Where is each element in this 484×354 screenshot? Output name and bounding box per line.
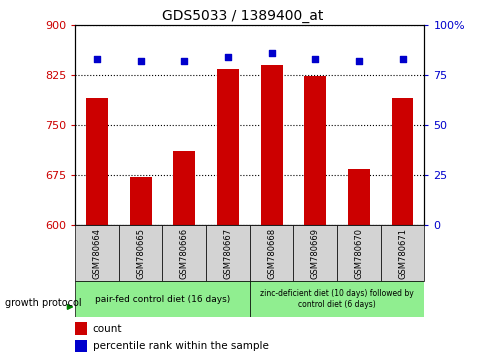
Bar bbox=[173, 152, 195, 225]
Text: GSM780666: GSM780666 bbox=[180, 228, 188, 279]
FancyBboxPatch shape bbox=[336, 225, 380, 281]
Text: pair-fed control diet (16 days): pair-fed control diet (16 days) bbox=[95, 295, 229, 304]
Bar bbox=[303, 76, 325, 225]
Bar bbox=[86, 98, 107, 225]
Point bbox=[93, 56, 101, 62]
Text: GSM780665: GSM780665 bbox=[136, 228, 145, 279]
Bar bbox=[260, 65, 282, 225]
Bar bbox=[75, 322, 87, 335]
Text: GSM780668: GSM780668 bbox=[267, 228, 275, 279]
Point bbox=[267, 50, 275, 56]
FancyBboxPatch shape bbox=[380, 225, 424, 281]
Text: GSM780664: GSM780664 bbox=[92, 228, 101, 279]
FancyBboxPatch shape bbox=[75, 225, 119, 281]
FancyBboxPatch shape bbox=[75, 281, 249, 317]
Point bbox=[354, 58, 362, 64]
Text: GSM780671: GSM780671 bbox=[397, 228, 406, 279]
Point bbox=[136, 58, 144, 64]
Bar bbox=[216, 69, 238, 225]
Point bbox=[311, 56, 318, 62]
Text: count: count bbox=[92, 324, 122, 333]
Point bbox=[398, 56, 406, 62]
FancyBboxPatch shape bbox=[162, 225, 206, 281]
Text: GSM780667: GSM780667 bbox=[223, 228, 232, 279]
FancyBboxPatch shape bbox=[119, 225, 162, 281]
FancyBboxPatch shape bbox=[249, 225, 293, 281]
Text: percentile rank within the sample: percentile rank within the sample bbox=[92, 341, 268, 351]
Point bbox=[180, 58, 188, 64]
Point bbox=[224, 54, 231, 59]
FancyBboxPatch shape bbox=[206, 225, 249, 281]
Text: GSM780670: GSM780670 bbox=[354, 228, 363, 279]
Text: zinc-deficient diet (10 days) followed by
control diet (6 days): zinc-deficient diet (10 days) followed b… bbox=[259, 290, 413, 309]
FancyBboxPatch shape bbox=[249, 281, 424, 317]
Bar bbox=[391, 98, 412, 225]
Bar bbox=[347, 170, 369, 225]
Bar bbox=[129, 177, 151, 225]
Text: GSM780669: GSM780669 bbox=[310, 228, 319, 279]
Bar bbox=[75, 340, 87, 352]
Text: growth protocol: growth protocol bbox=[5, 298, 81, 308]
Text: GDS5033 / 1389400_at: GDS5033 / 1389400_at bbox=[162, 9, 322, 23]
FancyBboxPatch shape bbox=[293, 225, 336, 281]
